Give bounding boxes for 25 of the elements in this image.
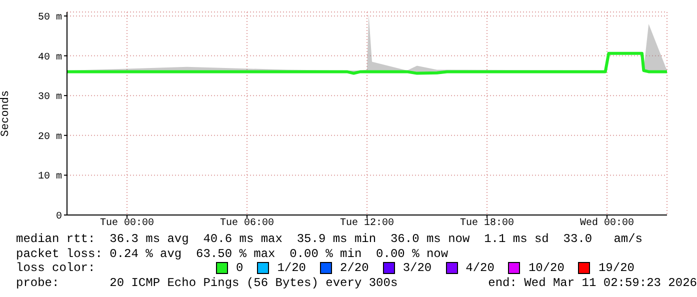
x-tick-label: Tue 12:00 (340, 218, 394, 230)
y-tick-label: 50 m (38, 12, 62, 24)
line-series (67, 52, 667, 75)
x-tick-label: Tue 18:00 (460, 218, 514, 230)
legend-title: loss color: (16, 261, 96, 276)
x-tick-label: Tue 00:00 (100, 218, 154, 230)
text: probe: 20 ICMP Echo Pings (56 Bytes) every 300s (16, 276, 399, 290)
legend-label: 2/20 (339, 261, 369, 276)
legend-label: 1/20 (276, 261, 306, 276)
y-tick-label: 10 m (38, 172, 62, 183)
y-tick-label: 20 m (38, 132, 62, 143)
y-tick-label: 40 m (38, 52, 62, 64)
legend-label: 19/20 (597, 261, 634, 276)
x-tick-label: Tue 06:00 (220, 218, 274, 230)
legend-label: 10/20 (527, 261, 564, 276)
y-tick-label: 0 (56, 212, 62, 223)
text: median rtt: 36.3 ms avg 40.6 ms max 35.9 ms min 36.0 ms now 1.1 ms sd 33.0 am/s (16, 232, 644, 246)
y-tick-label: 30 m (38, 92, 62, 104)
legend-label: 0 (235, 261, 244, 276)
legend-label: 3/20 (402, 261, 432, 276)
x-tick-label: Wed 00:00 (580, 217, 634, 230)
legend-label: 4/20 (464, 261, 494, 276)
y-axis-title: Seconds (0, 90, 12, 137)
text: end: Wed Mar 11 02:59:23 2026 (488, 276, 697, 290)
text: packet loss: 0.24 % avg 63.50 % max 0.00 % min 0.00 % now (16, 246, 450, 261)
